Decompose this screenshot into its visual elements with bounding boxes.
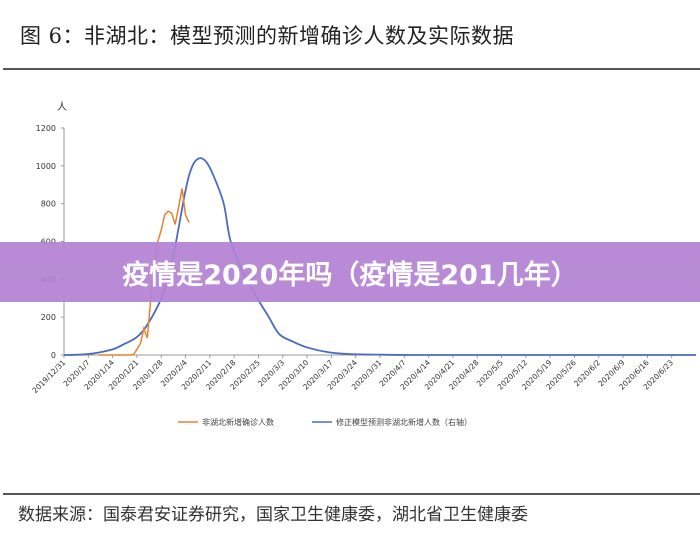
y-tick-label: 1000 [36,162,56,171]
y-axis-label: 人 [57,101,67,113]
y-tick-label: 800 [41,200,56,209]
bottom-divider [3,493,700,495]
legend: 非湖北新增确诊人数 修正模型预测非湖北新增人数（右轴） [178,417,472,427]
y-tick-label: 1200 [36,124,56,133]
overlay-banner: 疫情是2020年吗（疫情是201几年） [0,242,700,302]
legend-model-label: 修正模型预测非湖北新增人数（右轴） [336,417,472,427]
x-tick-label: 2019/12/31 [30,358,67,395]
legend-actual-label: 非湖北新增确诊人数 [202,417,274,427]
y-tick-label: 200 [41,313,56,322]
top-divider [3,68,700,70]
banner-text: 疫情是2020年吗（疫情是201几年） [122,259,578,291]
figure-title: 图 6：非湖北：模型预测的新增确诊人数及实际数据 [20,24,515,48]
chart: 人 0200400600800100012002019/12/312020/1/… [30,101,696,427]
model-series-line [63,157,696,356]
y-tick-label: 0 [51,351,56,360]
data-source: 数据来源：国泰君安证券研究，国家卫生健康委，湖北省卫生健康委 [18,505,528,525]
